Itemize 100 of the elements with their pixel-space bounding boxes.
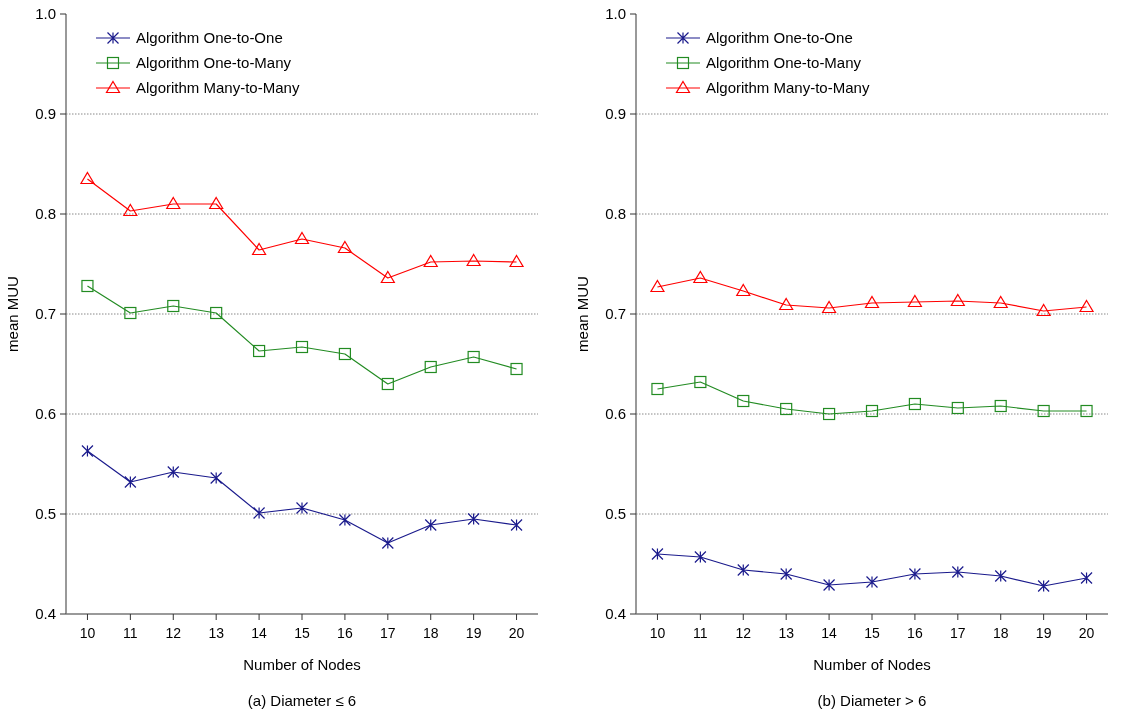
x-tick-label: 10 xyxy=(79,625,96,641)
x-tick-label: 13 xyxy=(208,625,225,641)
legend-label: Algorithm One-to-Many xyxy=(706,54,862,72)
x-tick-label: 19 xyxy=(1035,625,1052,641)
point xyxy=(251,242,267,256)
y-tick-label: 0.9 xyxy=(35,105,56,123)
legend-label: Algorithm One-to-Many xyxy=(136,54,292,72)
point xyxy=(510,362,523,376)
point xyxy=(295,340,309,354)
legend-label: Algorithm Many-to-Many xyxy=(706,79,870,97)
point xyxy=(864,295,880,309)
point xyxy=(821,300,837,314)
point xyxy=(509,254,524,268)
y-tick-label: 0.5 xyxy=(35,505,56,523)
legend-label: Algorithm Many-to-Many xyxy=(136,79,300,97)
point xyxy=(510,518,523,532)
point xyxy=(1036,303,1051,317)
point xyxy=(338,347,352,361)
point xyxy=(1037,579,1050,593)
point xyxy=(907,294,923,308)
x-tick-label: 10 xyxy=(649,625,666,641)
point xyxy=(467,350,480,364)
point xyxy=(381,536,394,550)
point xyxy=(737,563,750,577)
point xyxy=(736,283,751,297)
x-tick-label: 19 xyxy=(465,625,482,641)
y-axis-title: mean MUU xyxy=(4,276,21,352)
x-tick-label: 17 xyxy=(950,625,966,641)
point xyxy=(650,279,665,293)
point xyxy=(694,550,707,564)
point xyxy=(210,306,223,320)
point xyxy=(822,407,836,421)
y-tick-label: 0.4 xyxy=(605,605,626,623)
x-tick-label: 12 xyxy=(165,625,182,641)
point xyxy=(951,401,964,415)
point xyxy=(294,231,310,245)
x-tick-label: 18 xyxy=(422,625,439,641)
point xyxy=(994,399,1007,413)
x-tick-label: 13 xyxy=(778,625,795,641)
point xyxy=(467,512,480,526)
y-tick-label: 0.8 xyxy=(605,205,626,223)
x-tick-label: 11 xyxy=(693,625,708,641)
point xyxy=(295,501,309,515)
point xyxy=(993,295,1008,309)
point xyxy=(423,254,438,268)
point xyxy=(994,569,1007,583)
point xyxy=(779,297,794,311)
point xyxy=(1080,404,1093,418)
y-tick-label: 0.5 xyxy=(605,505,626,523)
x-tick-label: 17 xyxy=(380,625,396,641)
point xyxy=(337,240,353,254)
legend-label: Algorithm One-to-One xyxy=(136,29,283,47)
point xyxy=(865,404,879,418)
point xyxy=(780,567,793,581)
point xyxy=(166,196,181,210)
point xyxy=(822,578,836,592)
x-axis-title: Number of Nodes xyxy=(243,656,361,673)
point xyxy=(380,270,395,284)
y-tick-label: 1.0 xyxy=(35,5,56,23)
y-tick-label: 0.7 xyxy=(605,305,626,323)
point xyxy=(124,475,137,489)
point xyxy=(81,279,94,293)
point xyxy=(950,293,965,307)
point xyxy=(1080,571,1093,585)
x-tick-label: 16 xyxy=(907,625,923,641)
y-tick-label: 0.7 xyxy=(35,305,56,323)
point xyxy=(693,270,708,284)
x-tick-label: 15 xyxy=(294,625,310,641)
point xyxy=(651,547,664,561)
x-tick-label: 20 xyxy=(1078,625,1095,641)
point xyxy=(694,375,707,389)
point xyxy=(780,402,793,416)
legend-label: Algorithm One-to-One xyxy=(706,29,853,47)
point xyxy=(1037,404,1050,418)
y-axis-title: mean MUU xyxy=(574,276,591,352)
x-tick-label: 15 xyxy=(864,625,880,641)
text: (b) Diameter > 6 xyxy=(817,692,927,709)
point xyxy=(424,360,437,374)
point xyxy=(209,196,224,210)
point xyxy=(381,377,394,391)
point xyxy=(167,299,180,313)
x-tick-label: 18 xyxy=(992,625,1009,641)
point xyxy=(81,444,94,458)
point xyxy=(466,253,481,267)
y-tick-label: 0.9 xyxy=(605,105,626,123)
point xyxy=(252,344,266,358)
point xyxy=(651,382,664,396)
x-tick-label: 20 xyxy=(508,625,525,641)
point xyxy=(908,567,922,581)
point xyxy=(1079,299,1094,313)
point xyxy=(124,306,137,320)
point xyxy=(123,203,138,217)
x-tick-label: 11 xyxy=(123,625,138,641)
y-tick-label: 1.0 xyxy=(605,5,626,23)
y-tick-label: 0.4 xyxy=(35,605,56,623)
point xyxy=(737,394,750,408)
point xyxy=(951,565,964,579)
x-tick-label: 14 xyxy=(821,625,838,641)
point xyxy=(210,471,223,485)
y-tick-label: 0.6 xyxy=(35,405,56,423)
